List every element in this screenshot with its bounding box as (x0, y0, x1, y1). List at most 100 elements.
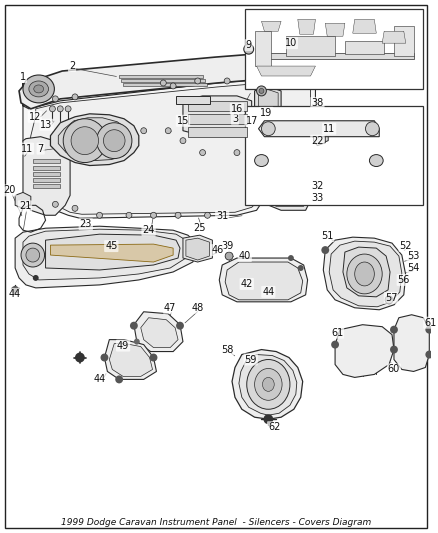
Ellipse shape (126, 212, 132, 218)
Polygon shape (141, 318, 178, 348)
Ellipse shape (71, 127, 99, 155)
Text: 59: 59 (244, 354, 257, 365)
Ellipse shape (72, 94, 78, 100)
Polygon shape (186, 238, 209, 260)
Ellipse shape (286, 131, 298, 147)
Text: 53: 53 (407, 251, 420, 261)
Polygon shape (50, 244, 173, 262)
Text: 61: 61 (424, 318, 436, 328)
Text: 10: 10 (285, 38, 297, 48)
Polygon shape (261, 21, 281, 31)
Circle shape (75, 352, 85, 362)
Polygon shape (258, 89, 278, 139)
Text: 13: 13 (40, 120, 53, 130)
Text: 44: 44 (9, 289, 21, 299)
Text: 47: 47 (164, 303, 177, 313)
Bar (119, 75, 203, 78)
Circle shape (425, 326, 433, 334)
Polygon shape (23, 69, 315, 218)
Text: 46: 46 (211, 245, 223, 255)
Polygon shape (15, 226, 198, 288)
Polygon shape (58, 118, 131, 160)
Text: 33: 33 (311, 193, 324, 204)
Circle shape (321, 246, 329, 254)
Polygon shape (23, 136, 70, 215)
Polygon shape (286, 36, 335, 56)
Polygon shape (394, 315, 429, 372)
Ellipse shape (224, 78, 230, 84)
Text: 62: 62 (268, 422, 280, 432)
Ellipse shape (365, 122, 379, 136)
Ellipse shape (97, 123, 132, 158)
Polygon shape (134, 312, 183, 352)
Text: 58: 58 (221, 344, 233, 354)
Polygon shape (50, 114, 139, 166)
Bar (245, 106, 424, 205)
Text: 11: 11 (21, 143, 33, 154)
Polygon shape (254, 31, 271, 66)
Circle shape (11, 286, 19, 294)
Polygon shape (257, 151, 311, 211)
Polygon shape (314, 129, 325, 146)
Text: 44: 44 (93, 374, 106, 384)
Polygon shape (23, 57, 306, 101)
Text: 11: 11 (323, 124, 336, 134)
Ellipse shape (355, 262, 374, 286)
Ellipse shape (151, 212, 156, 218)
Text: 24: 24 (142, 225, 155, 235)
Text: 61: 61 (331, 328, 343, 337)
Text: 49: 49 (117, 341, 129, 351)
Ellipse shape (200, 150, 205, 156)
Polygon shape (323, 237, 406, 310)
Text: 22: 22 (311, 136, 324, 146)
Ellipse shape (261, 122, 275, 136)
Ellipse shape (180, 138, 186, 144)
Ellipse shape (257, 86, 266, 96)
Ellipse shape (23, 75, 54, 103)
Ellipse shape (347, 254, 382, 294)
Ellipse shape (72, 205, 78, 211)
Text: 16: 16 (231, 104, 243, 114)
Ellipse shape (205, 212, 210, 218)
Text: 9: 9 (246, 40, 252, 50)
Bar (33, 166, 60, 169)
Text: 60: 60 (388, 365, 400, 375)
Circle shape (288, 255, 294, 261)
Ellipse shape (65, 106, 71, 112)
Text: 20: 20 (3, 185, 15, 196)
Ellipse shape (385, 296, 393, 304)
Polygon shape (261, 157, 307, 206)
Polygon shape (23, 229, 190, 280)
Circle shape (100, 353, 108, 361)
Ellipse shape (259, 88, 264, 93)
Bar (188, 127, 247, 136)
Polygon shape (183, 235, 212, 262)
Text: 19: 19 (260, 108, 272, 118)
Text: 42: 42 (240, 279, 253, 289)
Text: 7: 7 (38, 143, 44, 154)
Ellipse shape (244, 44, 254, 54)
Text: 52: 52 (399, 241, 412, 251)
Bar (245, 10, 424, 89)
Circle shape (390, 345, 398, 353)
Text: 15: 15 (177, 116, 189, 126)
Text: 21: 21 (19, 201, 31, 211)
Circle shape (263, 414, 273, 424)
Ellipse shape (29, 81, 49, 97)
Ellipse shape (21, 243, 45, 267)
Polygon shape (335, 325, 394, 377)
Polygon shape (232, 350, 303, 419)
Circle shape (33, 275, 39, 281)
Ellipse shape (170, 83, 176, 89)
Polygon shape (298, 19, 315, 34)
Ellipse shape (225, 252, 233, 260)
Polygon shape (239, 354, 297, 415)
Bar (33, 179, 60, 182)
Polygon shape (382, 31, 406, 43)
Text: 38: 38 (311, 98, 324, 108)
Text: 31: 31 (216, 211, 228, 221)
Ellipse shape (274, 117, 310, 160)
Polygon shape (394, 26, 413, 56)
Text: 51: 51 (321, 231, 333, 241)
Text: 39: 39 (221, 241, 233, 251)
